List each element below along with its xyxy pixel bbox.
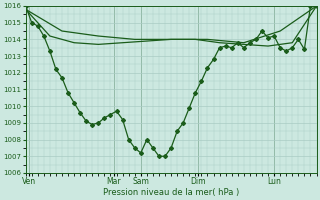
X-axis label: Pression niveau de la mer( hPa ): Pression niveau de la mer( hPa ) [103,188,239,197]
